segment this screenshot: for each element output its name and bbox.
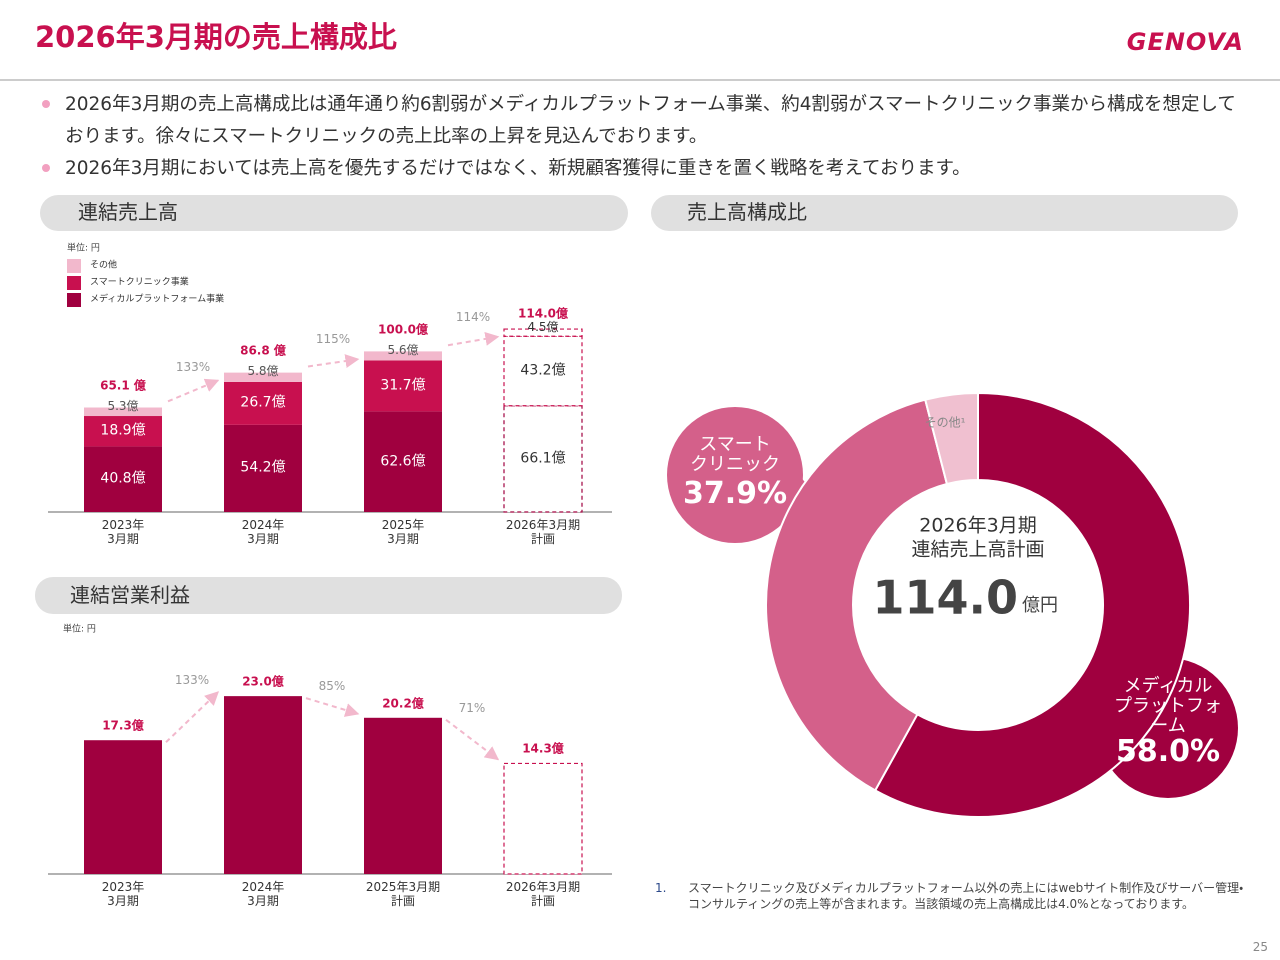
value-label: 31.7億 [380,377,426,394]
x-tick-label: 2023年 3月期 [101,880,145,909]
value-label: 4.5億 [527,319,559,334]
total-label: 86.8 億 [240,344,286,359]
growth-arrow [167,378,220,403]
segment-name: スマート クリニック [690,434,780,475]
segment-value: 58.0% [1115,734,1221,769]
x-tick-label: 2025年3月期 計画 [365,880,441,909]
segment-name: その他¹ [924,415,966,430]
bar-segment [503,405,583,513]
value-label: 17.3億 [102,718,144,733]
donut-segment [765,398,949,792]
value-label: 5.3億 [107,398,139,413]
section-title: 売上高構成比 [687,200,807,224]
bullet-dot [42,100,50,108]
section-title: 連結売上高 [78,200,178,224]
value-label: 54.2億 [240,460,286,477]
x-tick-label: 2024年 3月期 [241,518,285,547]
legend-label: スマートクリニック事業 [90,277,189,288]
value-label: 18.9億 [100,422,146,439]
bar-segment [503,328,583,337]
legend-label: メディカルプラットフォーム事業 [90,294,225,305]
bar [503,762,583,875]
segment-value: 37.9% [682,476,788,511]
legend-swatch [67,293,81,307]
center-value: 114.0 [872,570,1018,625]
bar-segment [224,372,302,382]
section-pill [40,195,628,231]
growth-arrow [447,331,500,347]
bar [364,717,442,874]
bar-segment [84,446,162,512]
section-title: 連結営業利益 [70,583,190,607]
growth-label: 115% [315,331,351,346]
bar-segment [364,411,442,512]
bullet-text: 2026年3月期の売上高構成比は通年通り約6割弱がメディカルプラットフォーム事業… [65,94,1236,147]
segment-name: メディカル プラットフォーム [1114,675,1222,736]
x-tick-label: 2023年 3月期 [101,518,145,547]
growth-arrow [445,718,500,761]
callout-bubble [667,407,803,543]
section-pill [35,577,622,614]
legend-label: その他 [90,260,118,271]
total-label: 114.0億 [518,306,568,321]
unit-label: 単位: 円 [67,243,100,254]
legend-swatch [67,276,81,290]
unit-label: 単位: 円 [63,624,96,635]
page-number: 25 [1252,940,1268,954]
bar-segment [224,424,302,512]
growth-label: 133% [175,359,211,374]
value-label: 40.8億 [100,470,146,487]
value-label: 26.7億 [240,394,286,411]
slide-title: 2026年3月期の売上構成比 [35,20,397,54]
bar-segment [364,360,442,412]
footnote-marker: 1. [655,881,667,895]
value-label: 5.8億 [247,364,279,379]
value-label: 14.3億 [522,742,564,757]
center-title: 2026年3月期 連結売上高計画 [911,514,1045,560]
value-label: 43.2億 [520,362,566,379]
x-tick-label: 2025年 3月期 [381,518,425,547]
bar-segment [84,416,162,447]
center-unit: 億円 [1022,595,1058,617]
bar-segment [224,381,302,425]
bar [224,696,302,874]
growth-arrow [165,691,220,743]
logo: GENOVA [1126,28,1244,56]
growth-label: 71% [458,700,486,715]
bar-segment [84,407,162,417]
total-label: 65.1 億 [100,378,146,393]
x-tick-label: 2026年3月期 計画 [505,880,581,909]
value-label: 23.0億 [242,674,284,689]
growth-arrow [305,697,360,717]
bullet-dot [42,164,50,172]
footnote-text: スマートクリニック及びメディカルプラットフォーム以外の売上にはwebサイト制作及… [688,881,1244,911]
growth-arrow [307,354,360,368]
bar-segment [503,335,583,407]
value-label: 62.6億 [380,453,426,470]
value-label: 20.2億 [382,696,424,711]
bar-segment [364,351,442,361]
bar [84,740,162,874]
growth-label: 85% [318,678,346,693]
donut-segment [924,391,979,486]
legend-swatch [67,259,81,273]
total-label: 100.0億 [378,322,428,337]
value-label: 66.1億 [520,450,566,467]
growth-label: 133% [174,672,210,687]
value-label: 5.6億 [387,342,419,357]
section-pill [651,195,1238,231]
bullet-text: 2026年3月期においては売上高を優先するだけではなく、新規顧客獲得に重きを置く… [65,158,971,179]
donut-segment [873,391,1191,818]
growth-label: 114% [455,309,491,324]
x-tick-label: 2024年 3月期 [241,880,285,909]
x-tick-label: 2026年3月期 計画 [505,518,581,547]
